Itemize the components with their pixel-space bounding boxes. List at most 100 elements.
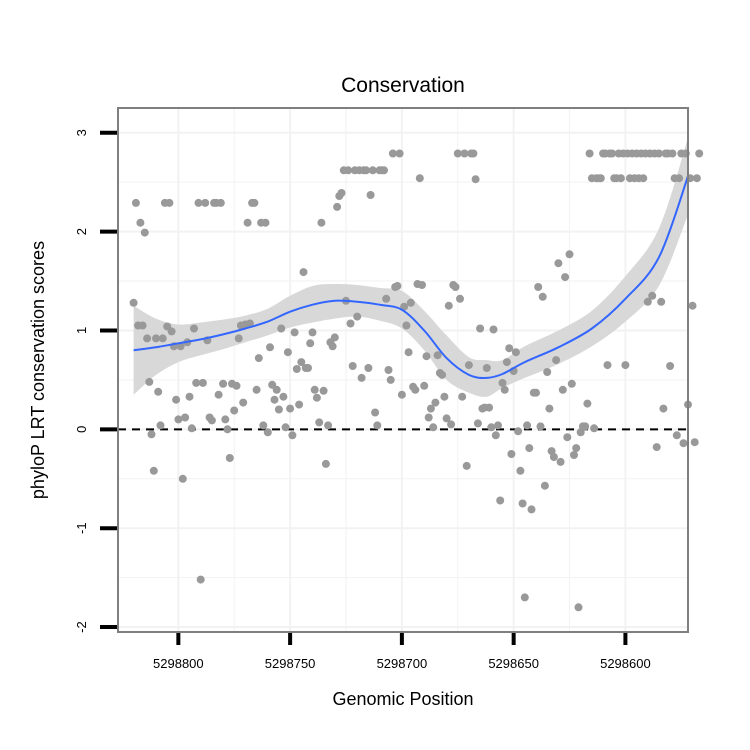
data-point bbox=[672, 431, 681, 440]
data-point bbox=[223, 425, 232, 434]
data-point bbox=[286, 404, 295, 413]
data-point bbox=[590, 424, 599, 433]
data-point bbox=[129, 298, 138, 307]
data-point bbox=[138, 321, 147, 330]
data-point bbox=[657, 297, 666, 306]
data-point bbox=[532, 388, 540, 397]
data-point bbox=[214, 390, 223, 399]
data-point bbox=[460, 149, 469, 158]
data-point bbox=[543, 368, 552, 376]
data-point bbox=[426, 404, 435, 413]
data-point bbox=[357, 373, 366, 382]
data-point bbox=[388, 149, 397, 158]
data-point bbox=[554, 259, 563, 268]
data-point bbox=[194, 198, 203, 207]
grid bbox=[118, 108, 688, 632]
data-point bbox=[277, 324, 286, 333]
data-point bbox=[451, 283, 460, 291]
data-point bbox=[639, 174, 648, 183]
data-point bbox=[281, 423, 290, 432]
data-point bbox=[304, 364, 312, 372]
data-point bbox=[152, 334, 160, 343]
data-point bbox=[527, 505, 536, 514]
data-point bbox=[178, 474, 187, 483]
data-point bbox=[675, 174, 684, 183]
data-point bbox=[216, 198, 225, 207]
data-point bbox=[485, 403, 494, 412]
data-point bbox=[174, 415, 183, 424]
data-point bbox=[196, 575, 205, 584]
data-point bbox=[254, 354, 263, 363]
data-point bbox=[402, 321, 411, 330]
smooth-fit-line bbox=[133, 175, 689, 379]
x-tick-label: 5298700 bbox=[377, 656, 428, 671]
data-point bbox=[433, 351, 442, 360]
data-point bbox=[473, 419, 482, 428]
x-axis-title: Genomic Position bbox=[332, 689, 473, 709]
data-point bbox=[230, 406, 239, 415]
data-point bbox=[464, 361, 473, 370]
data-point bbox=[511, 348, 520, 357]
data-point bbox=[458, 392, 467, 401]
data-point bbox=[505, 344, 514, 353]
data-point bbox=[574, 603, 583, 612]
data-point bbox=[500, 385, 509, 394]
y-tick-label: -2 bbox=[74, 621, 89, 633]
data-point bbox=[447, 420, 456, 429]
data-point bbox=[538, 292, 547, 301]
data-point bbox=[520, 593, 529, 602]
data-point bbox=[310, 385, 319, 394]
data-point bbox=[534, 283, 543, 291]
data-point bbox=[482, 364, 491, 372]
data-point bbox=[292, 365, 301, 373]
data-point bbox=[154, 387, 163, 396]
data-point bbox=[261, 218, 270, 227]
data-point bbox=[201, 198, 210, 207]
data-point bbox=[476, 324, 485, 333]
data-point bbox=[344, 166, 353, 175]
y-tick-label: -1 bbox=[74, 522, 89, 534]
x-tick-label: 5298600 bbox=[600, 656, 651, 671]
data-point bbox=[406, 298, 415, 307]
data-point bbox=[429, 423, 438, 432]
confidence-band-area bbox=[133, 137, 689, 397]
data-point bbox=[252, 385, 261, 394]
y-tick-label: 3 bbox=[74, 129, 89, 136]
data-point bbox=[440, 392, 449, 401]
data-point bbox=[666, 362, 675, 370]
data-point bbox=[207, 416, 216, 425]
data-point bbox=[695, 149, 704, 158]
data-point bbox=[420, 381, 429, 390]
data-point bbox=[219, 379, 228, 388]
y-tick-label: 0 bbox=[74, 426, 89, 433]
data-point bbox=[158, 334, 167, 343]
data-point bbox=[266, 343, 274, 352]
plot-panel-border bbox=[117, 107, 689, 633]
chart-title: Conservation bbox=[341, 74, 465, 97]
data-point bbox=[330, 333, 339, 342]
data-point bbox=[167, 327, 176, 336]
data-point bbox=[583, 399, 592, 408]
data-point bbox=[346, 319, 355, 328]
data-point bbox=[393, 282, 402, 290]
data-point bbox=[648, 291, 657, 300]
data-point bbox=[353, 312, 362, 321]
data-point bbox=[243, 218, 252, 227]
data-point bbox=[306, 339, 315, 348]
data-point bbox=[411, 385, 420, 394]
data-point bbox=[315, 418, 324, 427]
data-point bbox=[221, 415, 230, 424]
data-point bbox=[404, 348, 413, 357]
data-point bbox=[603, 361, 612, 370]
data-point bbox=[558, 385, 567, 394]
data-point bbox=[337, 189, 346, 197]
data-point bbox=[136, 218, 145, 227]
data-point bbox=[181, 413, 190, 422]
data-point bbox=[570, 451, 578, 459]
data-point bbox=[471, 175, 480, 184]
data-point bbox=[384, 366, 393, 374]
data-point bbox=[274, 405, 283, 414]
data-point bbox=[321, 459, 330, 468]
data-point bbox=[540, 481, 549, 490]
data-point bbox=[415, 174, 424, 183]
